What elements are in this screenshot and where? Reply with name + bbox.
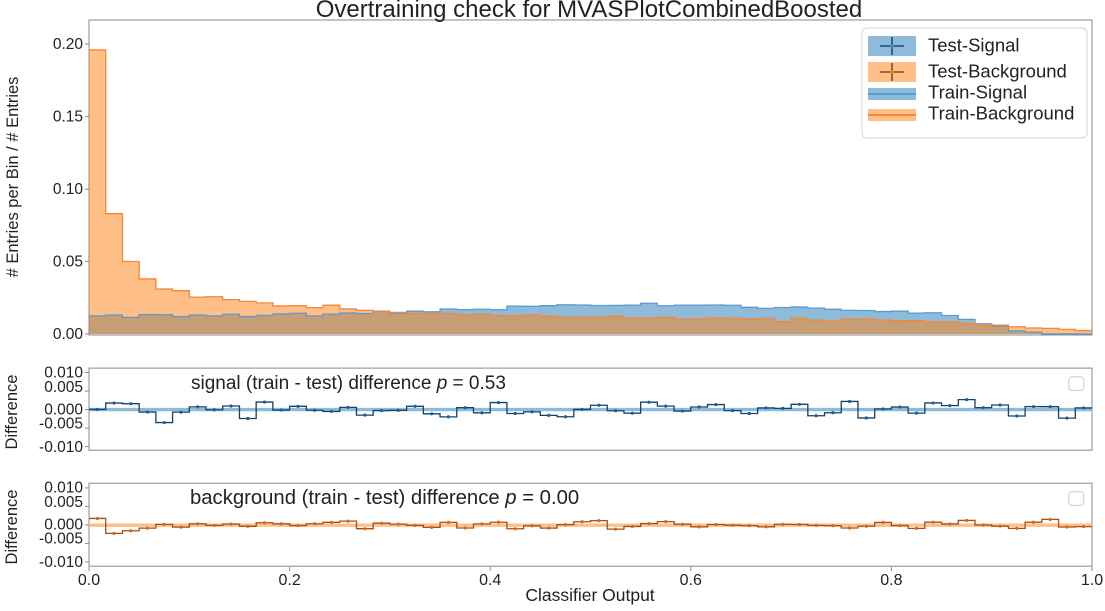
svg-text:0.2: 0.2 xyxy=(278,572,300,589)
svg-text:background (train - test) diff: background (train - test) difference p =… xyxy=(190,487,579,509)
svg-text:Difference: Difference xyxy=(3,490,21,565)
svg-text:Difference: Difference xyxy=(3,375,21,450)
svg-text:0.005: 0.005 xyxy=(44,494,83,511)
svg-text:-0.005: -0.005 xyxy=(39,531,83,548)
svg-text:-0.005: -0.005 xyxy=(39,416,83,433)
svg-text:0.8: 0.8 xyxy=(880,572,902,589)
svg-text:Overtraining check for MVASPlo: Overtraining check for MVASPlotCombinedB… xyxy=(316,0,862,23)
svg-text:0.005: 0.005 xyxy=(44,379,83,396)
svg-text:0.6: 0.6 xyxy=(680,572,702,589)
svg-text:Train-Background: Train-Background xyxy=(928,103,1074,124)
svg-text:# Entries per Bin / # Entries: # Entries per Bin / # Entries xyxy=(4,77,22,278)
svg-text:-0.010: -0.010 xyxy=(39,439,83,456)
svg-text:Test-Background: Test-Background xyxy=(928,61,1067,82)
svg-text:0.0: 0.0 xyxy=(78,572,100,589)
svg-text:Train-Signal: Train-Signal xyxy=(928,82,1027,103)
svg-text:0.20: 0.20 xyxy=(53,36,84,53)
svg-text:0.15: 0.15 xyxy=(53,109,83,126)
svg-text:Test-Signal: Test-Signal xyxy=(928,35,1020,56)
svg-text:signal (train - test) differen: signal (train - test) difference p = 0.5… xyxy=(191,373,506,394)
svg-text:0.4: 0.4 xyxy=(479,572,501,589)
svg-text:0.05: 0.05 xyxy=(53,254,83,271)
svg-text:0.10: 0.10 xyxy=(53,181,84,198)
svg-text:-0.010: -0.010 xyxy=(39,554,83,571)
svg-text:Classifier Output: Classifier Output xyxy=(525,585,654,605)
svg-text:1.0: 1.0 xyxy=(1081,572,1103,589)
svg-text:0.00: 0.00 xyxy=(53,326,84,343)
